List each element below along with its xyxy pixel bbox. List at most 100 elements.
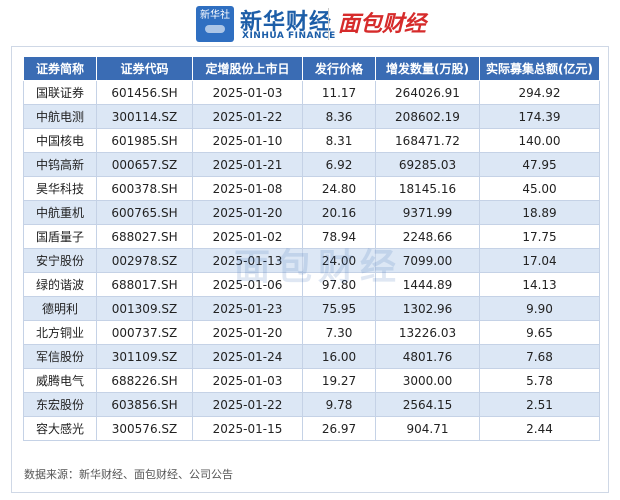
xinhua-finance-logo: 新华财经	[240, 9, 333, 35]
table-row: 德明利 001309.SZ 2025-01-23 75.95 1302.96 9.90	[23, 296, 600, 321]
table-row: 威腾电气 688226.SH 2025-01-03 19.27 3000.00 5.78	[23, 368, 600, 393]
table-cell-listing-date-col: 2025-01-22	[192, 392, 303, 417]
table-cell-issue-price-col: 9.78	[302, 392, 376, 417]
mianbao-finance-logo: 面包财经	[338, 11, 427, 37]
table-cell-issue-volume-col: 168471.72	[375, 128, 480, 153]
table-cell-listing-date-col: 2025-01-21	[192, 152, 303, 177]
table-cell-listing-date-col: 2025-01-20	[192, 320, 303, 345]
table-row: 绿的谐波 688017.SH 2025-01-06 97.80 1444.89 14.13	[23, 272, 600, 297]
table-cell-issue-volume-col: 904.71	[375, 416, 480, 441]
table-cell-listing-date-col: 2025-01-03	[192, 80, 303, 105]
table-cell-name-col: 国联证券	[23, 80, 97, 105]
table-cell-name-col: 国盾量子	[23, 224, 97, 249]
table-cell-code-col: 000657.SZ	[96, 152, 193, 177]
table-cell-listing-date-col: 2025-01-22	[192, 104, 303, 129]
table-cell-listing-date-col: 2025-01-15	[192, 416, 303, 441]
table-cell-total-raised-col: 5.78	[479, 368, 600, 393]
table-cell-code-col: 000737.SZ	[96, 320, 193, 345]
table-cell-total-raised-col: 9.90	[479, 296, 600, 321]
table-row: 国联证券 601456.SH 2025-01-03 11.17 264026.91 294…	[23, 80, 600, 105]
table-cell-code-col: 600765.SH	[96, 200, 193, 225]
table-cell-listing-date-col: 2025-01-03	[192, 368, 303, 393]
table-cell-issue-volume-col: 9371.99	[375, 200, 480, 225]
table-cell-code-col: 688226.SH	[96, 368, 193, 393]
column-header-issue-volume-col: 增发数量(万股)	[375, 56, 480, 81]
column-header-listing-date-col: 定增股份上市日	[192, 56, 303, 81]
table-cell-name-col: 容大感光	[23, 416, 97, 441]
table-cell-total-raised-col: 2.44	[479, 416, 600, 441]
header: 新华社 新华财经 XINHUA FINANCE 面包财经	[0, 0, 620, 46]
table-cell-issue-price-col: 11.17	[302, 80, 376, 105]
column-header-name-col: 证券简称	[23, 56, 97, 81]
table-cell-listing-date-col: 2025-01-23	[192, 296, 303, 321]
table-cell-listing-date-col: 2025-01-06	[192, 272, 303, 297]
table-cell-issue-volume-col: 208602.19	[375, 104, 480, 129]
table-cell-total-raised-col: 18.89	[479, 200, 600, 225]
table-cell-issue-volume-col: 2564.15	[375, 392, 480, 417]
table-cell-name-col: 军信股份	[23, 344, 97, 369]
table-cell-issue-volume-col: 18145.16	[375, 176, 480, 201]
table-cell-listing-date-col: 2025-01-24	[192, 344, 303, 369]
table-cell-name-col: 昊华科技	[23, 176, 97, 201]
table-cell-code-col: 001309.SZ	[96, 296, 193, 321]
table-cell-name-col: 中航电测	[23, 104, 97, 129]
table-cell-issue-volume-col: 69285.03	[375, 152, 480, 177]
table-cell-total-raised-col: 17.04	[479, 248, 600, 273]
table-cell-name-col: 中航重机	[23, 200, 97, 225]
table-cell-issue-price-col: 8.31	[302, 128, 376, 153]
table-cell-total-raised-col: 14.13	[479, 272, 600, 297]
table-row: 中国核电 601985.SH 2025-01-10 8.31 168471.72 140.…	[23, 128, 600, 153]
table-cell-issue-price-col: 24.00	[302, 248, 376, 273]
table-header-row: 证券简称 证券代码 定增股份上市日 发行价格 增发数量(万股) 实际募集总额(亿元)	[23, 56, 600, 81]
table-cell-total-raised-col: 140.00	[479, 128, 600, 153]
table-row: 中航重机 600765.SH 2025-01-20 20.16 9371.99 18.89	[23, 200, 600, 225]
table-row: 容大感光 300576.SZ 2025-01-15 26.97 904.71 2.44	[23, 416, 600, 441]
table-cell-issue-volume-col: 7099.00	[375, 248, 480, 273]
data-source-note: 数据来源：新华财经、面包财经、公司公告	[24, 468, 233, 481]
table-cell-listing-date-col: 2025-01-08	[192, 176, 303, 201]
table-cell-issue-volume-col: 264026.91	[375, 80, 480, 105]
table-cell-issue-volume-col: 4801.76	[375, 344, 480, 369]
table-cell-total-raised-col: 9.65	[479, 320, 600, 345]
table-cell-code-col: 603856.SH	[96, 392, 193, 417]
table-row: 安宁股份 002978.SZ 2025-01-13 24.00 7099.00 17.04	[23, 248, 600, 273]
table-cell-code-col: 600378.SH	[96, 176, 193, 201]
table-cell-total-raised-col: 45.00	[479, 176, 600, 201]
table-cell-total-raised-col: 17.75	[479, 224, 600, 249]
table-cell-total-raised-col: 174.39	[479, 104, 600, 129]
column-header-total-raised-col: 实际募集总额(亿元)	[479, 56, 600, 81]
table-cell-code-col: 300576.SZ	[96, 416, 193, 441]
table-cell-total-raised-col: 47.95	[479, 152, 600, 177]
table-row: 东宏股份 603856.SH 2025-01-22 9.78 2564.15 2.51	[23, 392, 600, 417]
xinhua-finance-en: XINHUA FINANCE	[242, 31, 336, 41]
table-cell-name-col: 北方铜业	[23, 320, 97, 345]
table-row: 军信股份 301109.SZ 2025-01-24 16.00 4801.76 7.68	[23, 344, 600, 369]
table-cell-issue-price-col: 97.80	[302, 272, 376, 297]
table-cell-issue-price-col: 75.95	[302, 296, 376, 321]
table-cell-issue-price-col: 8.36	[302, 104, 376, 129]
table-cell-code-col: 688027.SH	[96, 224, 193, 249]
table-cell-total-raised-col: 2.51	[479, 392, 600, 417]
table-row: 中航电测 300114.SZ 2025-01-22 8.36 208602.19 174.…	[23, 104, 600, 129]
table-cell-total-raised-col: 294.92	[479, 80, 600, 105]
table-cell-issue-price-col: 7.30	[302, 320, 376, 345]
column-header-issue-price-col: 发行价格	[302, 56, 376, 81]
table-cell-issue-price-col: 6.92	[302, 152, 376, 177]
table-row: 中钨高新 000657.SZ 2025-01-21 6.92 69285.03 47.95	[23, 152, 600, 177]
table-cell-issue-volume-col: 1444.89	[375, 272, 480, 297]
table-cell-listing-date-col: 2025-01-02	[192, 224, 303, 249]
header-divider	[328, 8, 329, 40]
table-cell-issue-volume-col: 1302.96	[375, 296, 480, 321]
table-cell-name-col: 绿的谐波	[23, 272, 97, 297]
table-cell-issue-price-col: 19.27	[302, 368, 376, 393]
table-cell-issue-volume-col: 2248.66	[375, 224, 480, 249]
table-cell-issue-price-col: 16.00	[302, 344, 376, 369]
globe-icon	[205, 25, 225, 33]
table-cell-code-col: 601456.SH	[96, 80, 193, 105]
table-cell-listing-date-col: 2025-01-10	[192, 128, 303, 153]
table-row: 北方铜业 000737.SZ 2025-01-20 7.30 13226.03 9.65	[23, 320, 600, 345]
table-cell-code-col: 002978.SZ	[96, 248, 193, 273]
table-cell-issue-price-col: 26.97	[302, 416, 376, 441]
table-cell-listing-date-col: 2025-01-20	[192, 200, 303, 225]
xinhua-badge-text: 新华社	[200, 10, 230, 21]
